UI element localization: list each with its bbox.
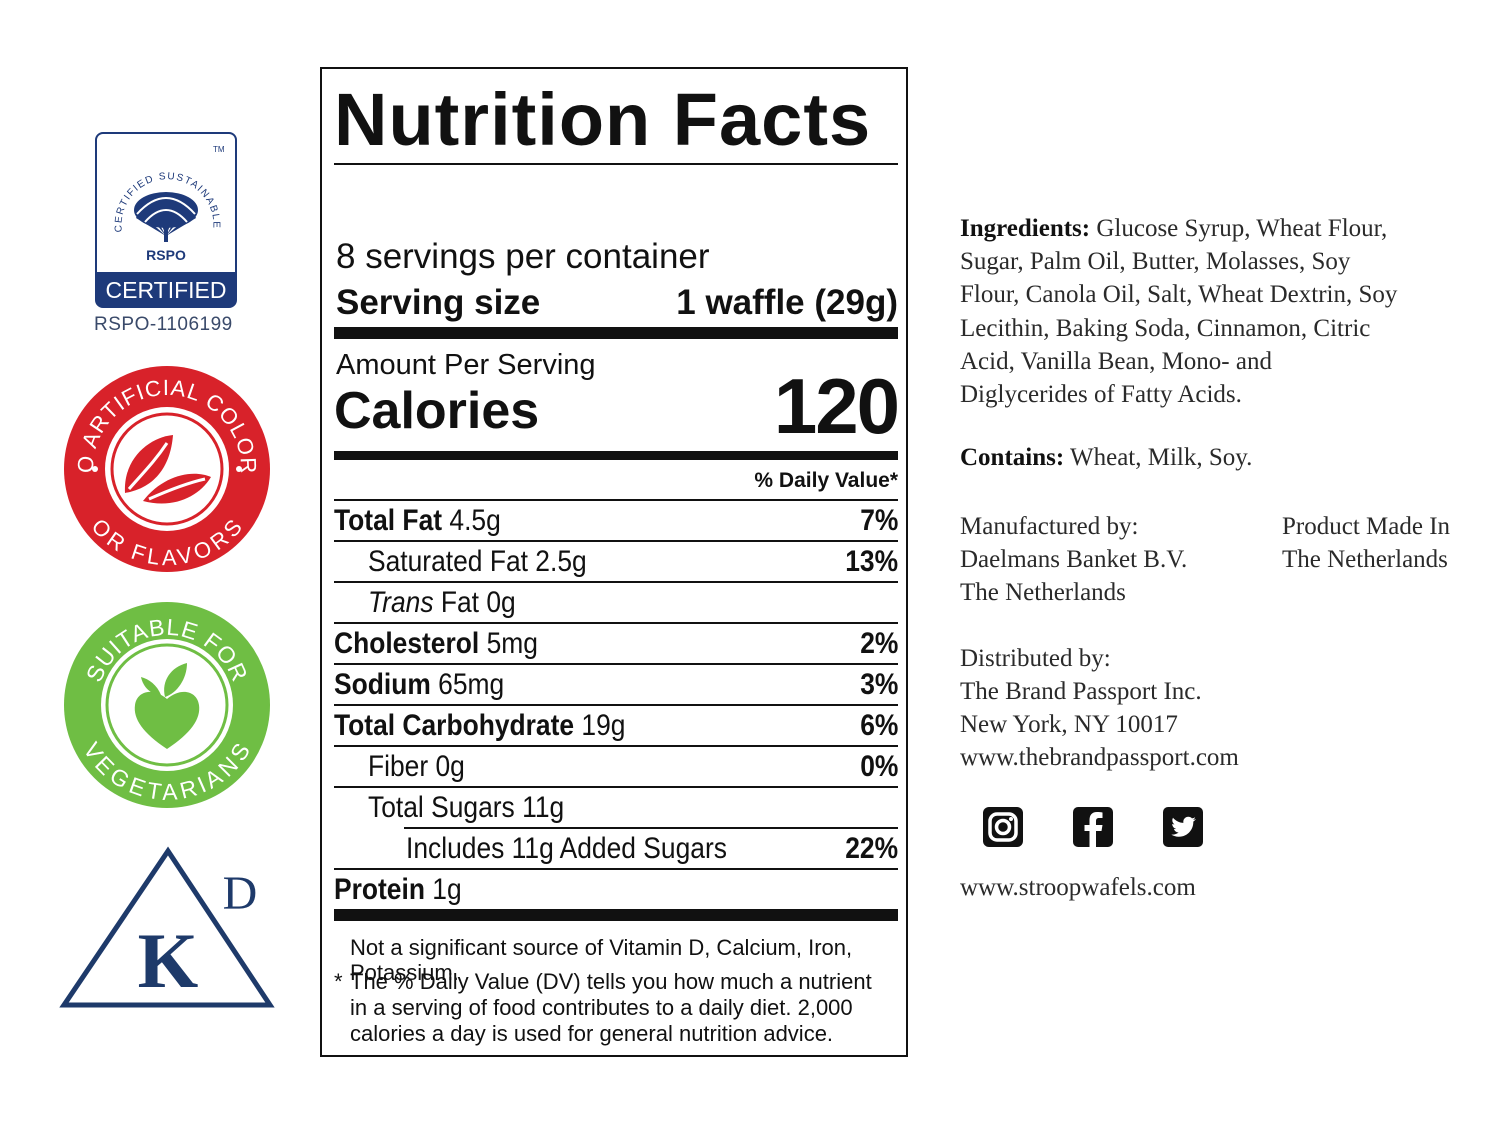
made-in-label: Product Made In (1282, 513, 1451, 540)
contains-text: Wheat, Milk, Soy. (1070, 444, 1253, 471)
nutrient-row-sodium: Sodium 65mg 3% (334, 663, 898, 704)
nutrient-row-fiber: Fiber 0g 0% (334, 745, 898, 786)
allergens: Contains: Wheat, Milk, Soy. (960, 444, 1252, 472)
rspo-tm: TM (213, 145, 225, 154)
no-artificial-badge: NO ARTIFICIAL COLORS OR FLAVORS (63, 365, 270, 572)
apple-heart-icon (134, 663, 200, 749)
nutrient-name: Total Fat (334, 504, 443, 537)
ingredients-label: Ingredients: (960, 215, 1091, 242)
rspo-certified-banner: CERTIFIED (106, 277, 227, 303)
nutrient-amount: 0g (435, 750, 465, 783)
ingredients-text: Glucose Syrup, Wheat Flour, Sugar, Palm … (960, 215, 1398, 409)
distributor-name: The Brand Passport Inc. (960, 678, 1202, 705)
nutrient-name-rest: Fat (440, 586, 480, 619)
rspo-certified-badge: CERTIFIED SUSTAINABLE PALM OIL TM RSPO C… (95, 132, 237, 308)
brand-website[interactable]: www.stroopwafels.com (960, 874, 1196, 901)
not-significant-note: Not a significant source of Vitamin D, C… (350, 935, 853, 985)
nutrient-amount: 5mg (486, 627, 538, 660)
nutrient-dv: 6% (859, 709, 898, 742)
daily-value-header: % Daily Value* (754, 469, 898, 492)
ingredients: Ingredients: Glucose Syrup, Wheat Flour,… (960, 212, 1400, 411)
instagram-icon[interactable] (982, 806, 1024, 848)
nutrition-title: Nutrition Facts (334, 78, 872, 161)
manufacturer-block: Manufactured by: Daelmans Banket B.V. Th… (960, 510, 1187, 609)
nutrient-row-added-sugars: Includes 11g Added Sugars 22% (404, 827, 898, 868)
nutrient-amount: 2.5g (535, 545, 587, 578)
twitter-icon[interactable] (1162, 806, 1204, 848)
nutrient-dv: 22% (845, 832, 898, 865)
distributed-label: Distributed by: (960, 645, 1111, 672)
servings-per-container: 8 servings per container (336, 237, 710, 276)
nutrient-amount: 1g (432, 873, 462, 906)
calories-label: Calories (334, 382, 540, 440)
nutrient-name: Total Sugars (368, 791, 515, 824)
contains-label: Contains: (960, 444, 1065, 471)
nutrient-dv: 2% (859, 627, 898, 660)
nutrient-amount: 65mg (438, 668, 505, 701)
palm-tree-icon (134, 192, 198, 242)
nutrient-name: Cholesterol (334, 627, 480, 660)
nutrient-name: Total Carbohydrate (334, 709, 575, 742)
facebook-icon[interactable] (1072, 806, 1114, 848)
serving-size-value: 1 waffle (29g) (676, 283, 898, 322)
footnote-star: * (334, 969, 343, 994)
manufacturer-country: The Netherlands (960, 579, 1126, 606)
manufacturer-name: Daelmans Banket B.V. (960, 546, 1188, 573)
nutrient-dv: 3% (859, 668, 898, 701)
rspo-label: RSPO (146, 247, 186, 263)
medium-rule (334, 451, 898, 460)
nutrient-dv: 13% (845, 545, 898, 578)
nutrient-row-trans-fat: Trans Fat 0g (334, 581, 898, 622)
nutrient-amount: 4.5g (449, 504, 501, 537)
leaves-icon (124, 435, 211, 504)
amount-per-serving: Amount Per Serving (336, 349, 596, 381)
thick-rule-bottom (334, 909, 898, 921)
nutrient-name: Includes 11g Added Sugars (406, 832, 727, 865)
kosher-dairy-badge: K D (59, 846, 275, 1008)
vegetarian-badge: SUITABLE FOR VEGETARIANS (64, 602, 270, 808)
nutrient-amount: 19g (581, 709, 626, 742)
made-in-country: The Netherlands (1282, 546, 1448, 573)
nutrition-facts-panel: Nutrition Facts 8 servings per container… (320, 67, 908, 1057)
calories-value: 120 (773, 362, 900, 450)
made-in-block: Product Made In The Netherlands (1282, 510, 1450, 576)
nutrient-row-saturated-fat: Saturated Fat 2.5g 13% (334, 540, 898, 581)
distributor-website[interactable]: www.thebrandpassport.com (960, 744, 1239, 771)
nutrient-name: Saturated Fat (368, 545, 528, 578)
certification-badges: CERTIFIED SUSTAINABLE PALM OIL TM RSPO C… (0, 0, 320, 1125)
nutrient-name: Protein (334, 873, 425, 906)
serving-size-label: Serving size (336, 283, 541, 322)
nutrient-row-total-sugars: Total Sugars 11g (334, 786, 898, 827)
manufactured-label: Manufactured by: (960, 513, 1139, 540)
kosher-letter: K (138, 917, 199, 1004)
distributor-block: Distributed by: The Brand Passport Inc. … (960, 642, 1239, 774)
footnote-text: The % Daily Value (DV) tells you how muc… (350, 969, 872, 1046)
nutrient-row-protein: Protein 1g (334, 868, 898, 909)
kosher-dairy-letter: D (223, 867, 258, 920)
nutrient-amount: 0g (486, 586, 516, 619)
nutrient-row-cholesterol: Cholesterol 5mg 2% (334, 622, 898, 663)
nutrient-name-italic: Trans (368, 586, 434, 619)
title-rule (334, 163, 898, 165)
distributor-address: New York, NY 10017 (960, 711, 1178, 738)
nutrient-amount: 11g (522, 791, 565, 824)
thick-rule-top (334, 327, 898, 339)
nutrient-dv: 0% (859, 750, 898, 783)
nutrient-name: Sodium (334, 668, 431, 701)
nutrient-row-total-carbohydrate: Total Carbohydrate 19g 6% (334, 704, 898, 745)
nutrient-row-total-fat: Total Fat 4.5g 7% (334, 499, 898, 540)
rspo-id: RSPO-1106199 (94, 314, 233, 335)
nutrient-name: Fiber (368, 750, 429, 783)
nutrient-dv: 7% (859, 504, 898, 537)
